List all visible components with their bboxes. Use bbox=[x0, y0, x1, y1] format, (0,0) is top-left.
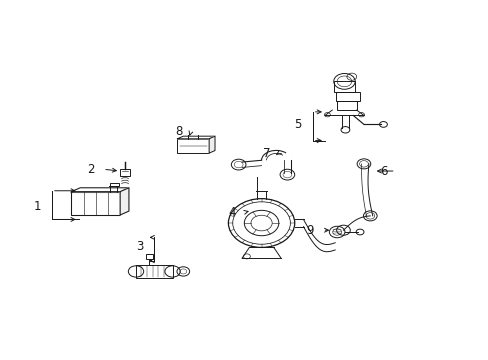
Bar bbox=[335, 92, 359, 101]
Polygon shape bbox=[120, 188, 129, 215]
Bar bbox=[333, 81, 354, 92]
Polygon shape bbox=[71, 188, 129, 192]
Text: 7: 7 bbox=[262, 147, 270, 159]
Text: 3: 3 bbox=[136, 240, 143, 253]
Polygon shape bbox=[177, 136, 215, 139]
Text: 1: 1 bbox=[34, 201, 41, 213]
Bar bbox=[145, 255, 153, 259]
Text: 5: 5 bbox=[294, 118, 301, 131]
Text: 8: 8 bbox=[175, 125, 182, 138]
Text: 2: 2 bbox=[87, 163, 95, 176]
Bar bbox=[71, 192, 120, 215]
Text: 4: 4 bbox=[228, 206, 236, 219]
Bar bbox=[136, 265, 172, 278]
Bar bbox=[110, 183, 119, 186]
Text: 6: 6 bbox=[379, 165, 386, 177]
Bar bbox=[336, 101, 356, 110]
Polygon shape bbox=[209, 136, 215, 153]
Bar bbox=[177, 139, 209, 153]
Text: 9: 9 bbox=[306, 224, 313, 237]
Bar bbox=[120, 169, 130, 176]
